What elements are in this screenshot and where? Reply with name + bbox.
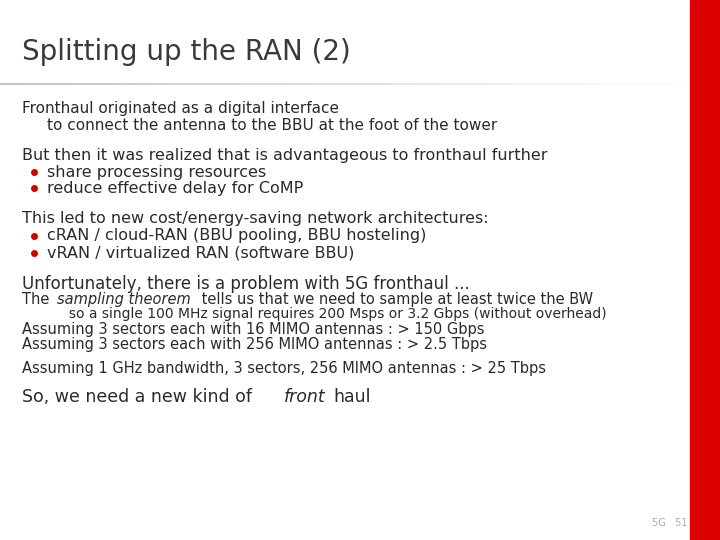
Text: share processing resources: share processing resources [47,165,266,180]
Text: This led to new cost/energy-saving network architectures:: This led to new cost/energy-saving netwo… [22,211,488,226]
Text: Splitting up the RAN (2): Splitting up the RAN (2) [22,38,351,66]
Text: The: The [22,292,53,307]
Bar [690,0,720,540]
Text: Assuming 3 sectors each with 16 MIMO antennas : > 150 Gbps: Assuming 3 sectors each with 16 MIMO ant… [22,322,484,337]
Text: Assuming 3 sectors each with 256 MIMO antennas : > 2.5 Tbps: Assuming 3 sectors each with 256 MIMO an… [22,337,487,352]
Text: haul: haul [334,388,372,406]
Text: Assuming 1 GHz bandwidth, 3 sectors, 256 MIMO antennas : > 25 Tbps: Assuming 1 GHz bandwidth, 3 sectors, 256… [22,361,546,376]
Text: to connect the antenna to the BBU at the foot of the tower: to connect the antenna to the BBU at the… [47,118,497,133]
Text: so a single 100 MHz signal requires 200 Msps or 3.2 Gbps (without overhead): so a single 100 MHz signal requires 200 … [47,307,606,321]
Text: vRAN / virtualized RAN (software BBU): vRAN / virtualized RAN (software BBU) [47,245,354,260]
Text: 5G   51: 5G 51 [652,518,688,528]
Text: cRAN / cloud-RAN (BBU pooling, BBU hosteling): cRAN / cloud-RAN (BBU pooling, BBU hoste… [47,228,426,244]
Text: sampling theorem: sampling theorem [57,292,190,307]
Text: Fronthaul originated as a digital interface: Fronthaul originated as a digital interf… [22,100,338,116]
Text: So, we need a new kind of: So, we need a new kind of [22,388,257,406]
Text: But then it was realized that is advantageous to fronthaul further: But then it was realized that is advanta… [22,148,547,163]
Text: tells us that we need to sample at least twice the BW: tells us that we need to sample at least… [197,292,593,307]
Text: Unfortunately, there is a problem with 5G fronthaul ...: Unfortunately, there is a problem with 5… [22,275,469,293]
Text: reduce effective delay for CoMP: reduce effective delay for CoMP [47,181,303,196]
Text: front: front [284,388,325,406]
